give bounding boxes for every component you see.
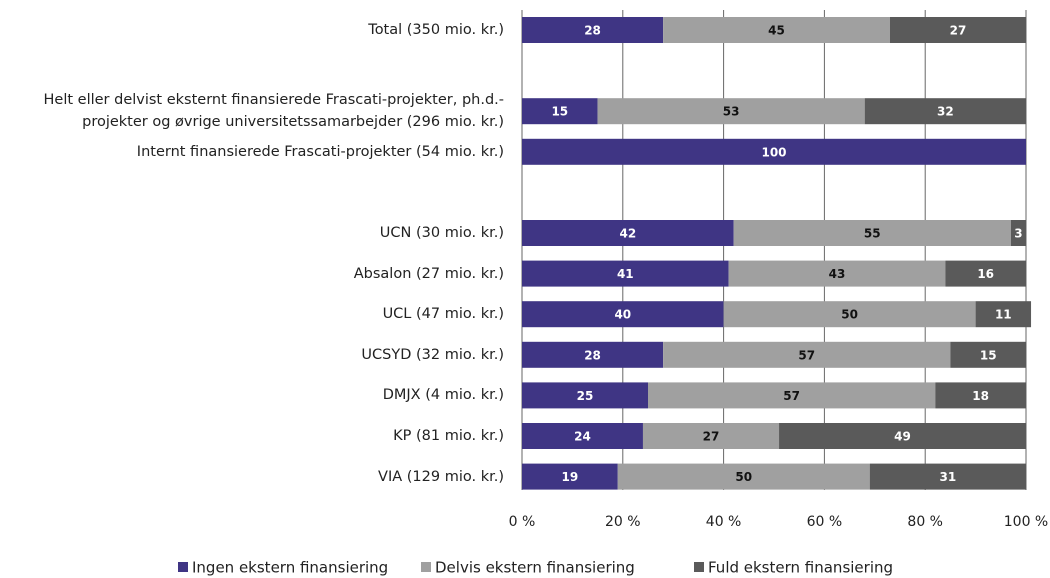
category-label: Absalon (27 mio. kr.): [353, 265, 504, 282]
bar-segment: [950, 341, 1026, 368]
x-tick-label: 0 %: [509, 514, 536, 530]
bar-segment: [889, 17, 1026, 43]
legend-label: Delvis ekstern finansiering: [435, 559, 635, 577]
data-label: 55: [864, 227, 881, 241]
data-label: 16: [977, 267, 994, 281]
bar-segment: [663, 17, 890, 43]
data-label: 27: [950, 24, 967, 38]
bar-segment: [648, 382, 936, 409]
legend-label: Fuld ekstern finansiering: [708, 559, 893, 577]
bar-segment: [864, 98, 1026, 125]
bar-segment: [522, 463, 618, 490]
bar-segment: [597, 98, 865, 125]
legend-label: Ingen ekstern finansiering: [192, 559, 388, 577]
category-label: VIA (129 mio. kr.): [378, 468, 504, 485]
data-label: 18: [972, 389, 989, 403]
x-tick-label: 40 %: [706, 514, 742, 530]
bar-segment: [869, 463, 1026, 490]
bar-segment: [522, 341, 664, 368]
data-label: 49: [894, 430, 911, 444]
data-label: 15: [551, 105, 568, 119]
bar-segment: [522, 423, 643, 449]
bar-segment: [522, 98, 598, 125]
bar-segment: [779, 423, 1026, 449]
data-label: 11: [995, 308, 1012, 322]
bar-segment: [522, 220, 734, 246]
data-label: 28: [584, 348, 601, 362]
legend-swatch: [178, 562, 188, 572]
data-label: 15: [980, 348, 997, 362]
category-label: KP (81 mio. kr.): [393, 428, 504, 444]
bar-segment: [522, 382, 648, 409]
category-label: UCN (30 mio. kr.): [379, 225, 504, 241]
data-label: 43: [829, 267, 846, 281]
data-label: 3: [1014, 227, 1022, 241]
data-label: 25: [577, 389, 594, 403]
category-label: Total (350 mio. kr.): [368, 22, 504, 38]
bar-segment: [642, 423, 780, 449]
data-label: 50: [735, 470, 752, 484]
bar-segment: [522, 138, 1026, 165]
category-label: Helt eller delvist eksternt finansierede…: [43, 92, 505, 131]
bar-segment: [663, 341, 951, 368]
data-label: 19: [562, 470, 579, 484]
bar-segment: [945, 260, 1026, 287]
data-label: 50: [841, 308, 858, 322]
x-tick-label: 80 %: [907, 514, 943, 530]
data-label: 24: [574, 430, 591, 444]
bar-segment: [1010, 220, 1026, 246]
data-label: 41: [617, 267, 634, 281]
data-label: 27: [703, 430, 720, 444]
bar-segment: [975, 301, 1032, 328]
x-tick-label: 100 %: [1004, 514, 1048, 530]
data-label: 28: [584, 24, 601, 38]
data-label: 31: [940, 470, 957, 484]
data-label: 45: [768, 24, 785, 38]
category-label: DMJX (4 mio. kr.): [382, 387, 504, 404]
bar-segment: [728, 260, 946, 287]
x-tick-label: 20 %: [605, 514, 641, 530]
bar-segment: [522, 17, 664, 43]
bar-segment: [935, 382, 1026, 409]
bar-segment: [617, 463, 870, 490]
category-label: UCL (47 mio. kr.): [382, 306, 504, 323]
bar-segment: [723, 301, 976, 328]
legend-swatch: [421, 562, 431, 572]
data-label: 57: [798, 348, 815, 362]
category-label: Internt finansierede Frascati-projekter …: [136, 143, 504, 160]
data-label: 40: [614, 308, 631, 322]
x-tick-label: 60 %: [807, 514, 843, 530]
data-label: 32: [937, 105, 954, 119]
bar-segment: [522, 301, 724, 328]
category-label: UCSYD (32 mio. kr.): [361, 346, 504, 363]
data-label: 53: [723, 105, 740, 119]
data-label: 42: [619, 227, 636, 241]
data-label: 57: [783, 389, 800, 403]
data-label: 100: [761, 145, 786, 159]
bar-segment: [733, 220, 1011, 246]
bar-segment: [522, 260, 729, 287]
legend-swatch: [694, 562, 704, 572]
